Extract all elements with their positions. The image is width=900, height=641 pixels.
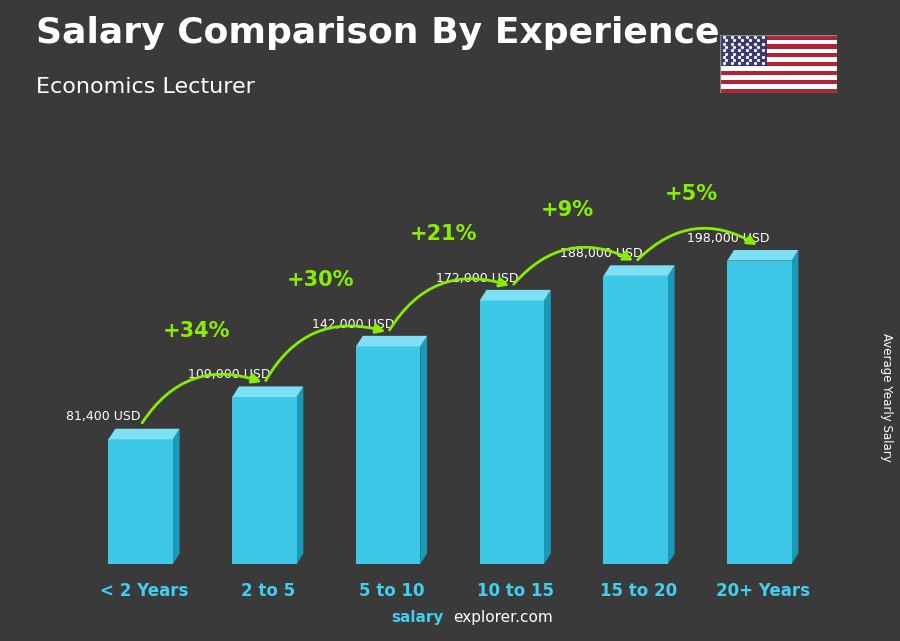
Bar [720,44,837,49]
Text: +30%: +30% [286,270,354,290]
Polygon shape [544,290,551,564]
Text: +9%: +9% [541,199,594,219]
Bar [720,35,767,66]
Polygon shape [297,387,303,564]
Text: 109,000 USD: 109,000 USD [188,368,271,381]
Text: +34%: +34% [163,320,230,340]
Bar [720,79,837,84]
Text: 2 to 5: 2 to 5 [240,582,295,600]
Polygon shape [356,336,427,346]
Text: Salary Comparison By Experience: Salary Comparison By Experience [36,16,719,50]
Text: 142,000 USD: 142,000 USD [312,317,395,331]
Bar [720,49,837,53]
Text: 188,000 USD: 188,000 USD [560,247,643,260]
Text: 172,000 USD: 172,000 USD [436,272,518,285]
Bar [720,88,837,93]
Bar [356,346,420,564]
Bar [232,397,297,564]
Bar [727,261,792,564]
Text: Average Yearly Salary: Average Yearly Salary [880,333,893,462]
Text: explorer.com: explorer.com [453,610,553,625]
Bar [108,439,173,564]
Bar [720,35,837,40]
Text: salary: salary [392,610,444,625]
Polygon shape [604,265,675,276]
Bar [720,53,837,58]
Polygon shape [727,250,798,261]
Text: < 2 Years: < 2 Years [100,582,188,600]
Polygon shape [668,265,675,564]
Text: 10 to 15: 10 to 15 [477,582,554,600]
Text: +5%: +5% [665,184,718,204]
Polygon shape [480,290,551,301]
Polygon shape [173,429,180,564]
Text: Economics Lecturer: Economics Lecturer [36,77,255,97]
Bar [720,75,837,79]
Polygon shape [108,429,180,439]
Text: 20+ Years: 20+ Years [716,582,810,600]
Text: 198,000 USD: 198,000 USD [688,231,770,245]
Bar [720,71,837,75]
Polygon shape [420,336,427,564]
Bar [720,66,837,71]
Bar [720,40,837,44]
Bar [604,276,668,564]
Bar [720,58,837,62]
Bar [720,62,837,66]
Polygon shape [232,387,303,397]
Text: 81,400 USD: 81,400 USD [67,410,140,424]
Bar [480,301,544,564]
Text: +21%: +21% [410,224,478,244]
Text: 15 to 20: 15 to 20 [600,582,678,600]
Polygon shape [792,250,798,564]
Text: 5 to 10: 5 to 10 [359,582,424,600]
Bar [720,84,837,88]
